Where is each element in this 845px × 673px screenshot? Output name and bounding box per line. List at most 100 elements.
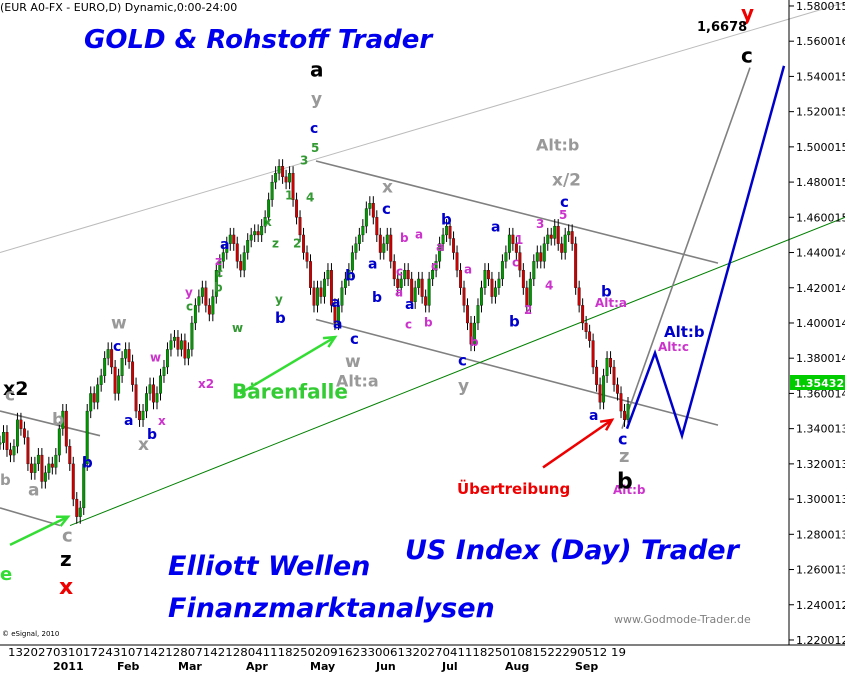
price-candle — [357, 234, 361, 244]
price-candle — [96, 384, 100, 403]
wave-label: b — [424, 316, 433, 330]
price-candle — [190, 322, 194, 350]
wave-label: x — [138, 435, 149, 455]
price-candle — [574, 243, 578, 288]
price-candle — [113, 366, 117, 394]
wave-label: c — [310, 121, 318, 137]
bear-trap-arrow-head — [322, 335, 338, 348]
price-candle — [319, 287, 323, 297]
price-candle — [162, 366, 166, 376]
price-candle — [253, 231, 257, 236]
price-candle — [389, 234, 393, 262]
price-candle — [584, 322, 588, 332]
price-candle — [193, 305, 197, 324]
price-candle — [323, 278, 326, 297]
price-candle — [92, 393, 96, 403]
price-candle — [239, 261, 243, 271]
price-candle — [159, 375, 162, 394]
price-candle — [33, 463, 37, 473]
wave-label: b — [345, 267, 356, 285]
price-candle — [295, 199, 299, 218]
price-candle — [532, 261, 536, 280]
price-candle — [207, 305, 211, 315]
wave-label: x2 — [3, 378, 28, 400]
price-candle — [413, 287, 417, 303]
exaggeration-arrow-head — [599, 418, 615, 431]
price-candle — [47, 463, 51, 473]
price-candle — [469, 322, 473, 345]
price-candle — [176, 336, 180, 350]
x-month-label: Aug — [505, 660, 529, 673]
price-candle — [616, 384, 619, 394]
wave-label: a — [28, 481, 39, 501]
price-candle — [29, 463, 33, 473]
last-price: 1.35432 — [794, 377, 844, 390]
wave-label: b — [601, 283, 612, 301]
price-candle — [183, 340, 187, 359]
price-series — [0, 159, 630, 524]
x-axis: 2011 Feb Mar Apr May Jun Jul Aug Sep — [53, 660, 598, 673]
wave-label: a — [368, 256, 377, 272]
price-candle — [281, 166, 285, 177]
wave-labels: BärenfalleÜbertreibungAlt:aAlt:bAlt:bAlt… — [0, 1, 754, 600]
price-candle — [127, 349, 131, 362]
wave-label: a — [331, 295, 340, 311]
price-candle — [504, 252, 508, 262]
price-candle — [232, 234, 236, 244]
wave-label: c — [216, 266, 223, 280]
wave-label: c — [396, 264, 403, 278]
price-candle — [462, 287, 466, 306]
wave-label: e — [0, 564, 12, 585]
price-candle — [354, 243, 358, 253]
wave-label: Alt:b — [613, 483, 646, 497]
price-candle — [441, 234, 445, 244]
price-candle — [382, 243, 386, 253]
wave-label: x — [158, 414, 166, 428]
price-candle — [466, 305, 469, 324]
price-candle — [12, 446, 16, 456]
price-candle — [392, 261, 396, 280]
wave-label: b — [147, 427, 157, 443]
price-candle — [40, 454, 44, 482]
price-candle — [155, 393, 159, 403]
price-candle — [131, 361, 135, 385]
price-candle — [347, 270, 351, 280]
price-candle — [277, 166, 281, 174]
wave-label: Bärenfalle — [232, 380, 348, 404]
price-candle — [539, 252, 543, 262]
wave-label: a — [220, 237, 229, 253]
price-candle — [420, 278, 424, 297]
price-candle — [134, 384, 138, 412]
price-candle — [626, 403, 630, 421]
price-candle — [110, 349, 114, 368]
price-candle — [396, 278, 400, 288]
y-tick-label: 1.260013 — [796, 564, 845, 577]
price-candle — [169, 340, 173, 350]
target-line — [621, 67, 751, 429]
wave-label: a — [464, 263, 472, 277]
wave-label: y — [185, 286, 193, 300]
price-candle — [141, 410, 145, 421]
price-candle — [284, 176, 288, 183]
wave-label: b — [214, 280, 223, 294]
price-candle — [588, 331, 592, 341]
price-candle — [623, 410, 626, 421]
price-candle — [9, 449, 12, 456]
wave-label: 3 — [536, 217, 544, 231]
wave-label: b — [82, 453, 93, 471]
price-candle — [103, 358, 107, 376]
footer-url: www.Godmode-Trader.de — [614, 613, 751, 626]
price-candle — [211, 296, 215, 315]
left-green-arrow-head — [55, 515, 71, 527]
wave-label: a — [436, 240, 444, 254]
price-candle — [490, 278, 494, 297]
price-candle — [152, 384, 155, 403]
wave-label: y — [458, 377, 469, 397]
price-candle — [350, 252, 354, 271]
price-candle — [343, 278, 347, 288]
price-candle — [120, 358, 124, 376]
price-candle — [406, 270, 410, 280]
price-candle — [145, 393, 148, 412]
price-candle — [200, 287, 204, 297]
price-candle — [417, 278, 421, 288]
